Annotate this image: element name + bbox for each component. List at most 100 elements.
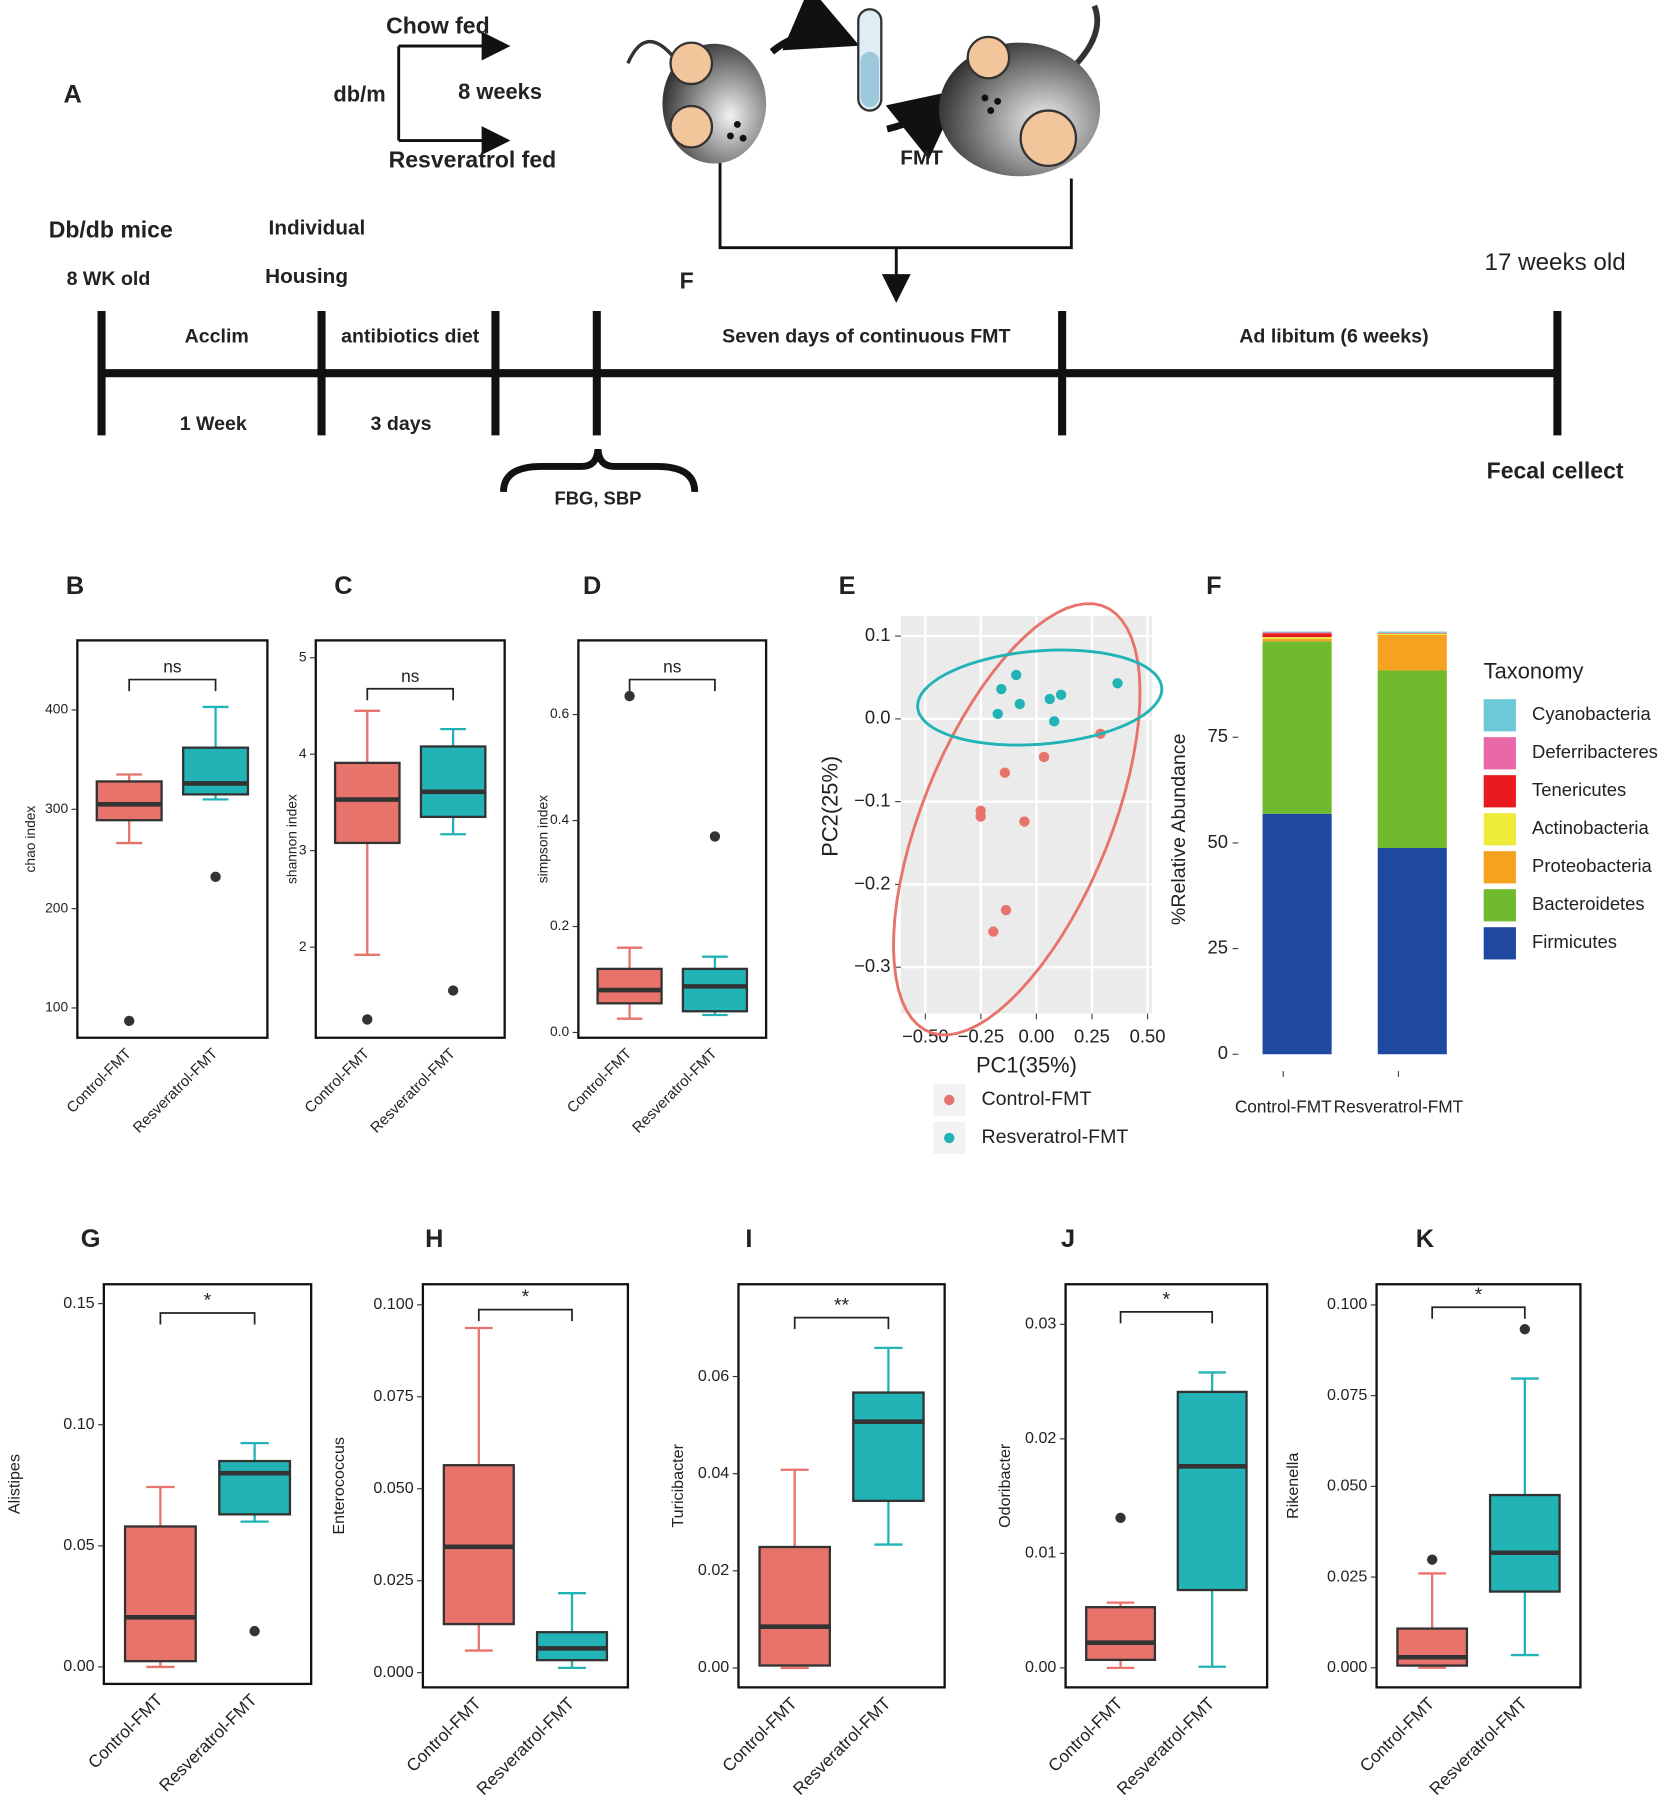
diagram-label: db/m xyxy=(333,81,385,106)
legend-label: Resveratrol-FMT xyxy=(982,1126,1129,1148)
x-tick-label: Resveratrol-FMT xyxy=(367,1045,458,1136)
panel-frame xyxy=(76,639,269,1039)
panel-background xyxy=(900,616,1152,1014)
y-axis-title: shannon index xyxy=(283,794,299,884)
y-tick-label: 400 xyxy=(45,701,68,717)
y-axis-title: %Relative Abundance xyxy=(1168,733,1190,925)
panel-label: G xyxy=(81,1225,101,1253)
point xyxy=(975,811,986,822)
x-tick-label: Control-FMT xyxy=(63,1045,134,1116)
point xyxy=(1044,693,1055,705)
y-axis-title: simpson index xyxy=(534,795,550,883)
x-tick-label: Resveratrol-FMT xyxy=(629,1045,720,1136)
outlier xyxy=(1426,1554,1438,1565)
bar-segment xyxy=(1377,670,1447,848)
diagram xyxy=(97,0,1562,493)
diagram-label: 17 weeks old xyxy=(1485,249,1626,276)
panel-label: A xyxy=(64,80,82,108)
outlier xyxy=(1115,1512,1126,1524)
diagram-label: Housing xyxy=(265,265,348,288)
significance-bracket xyxy=(128,678,217,692)
timeline-ticks xyxy=(97,310,1562,436)
point xyxy=(1055,689,1067,701)
legend-label: Tenericutes xyxy=(1532,779,1626,800)
outlier xyxy=(249,1625,260,1637)
y-tick-label: −0.1 xyxy=(854,790,890,811)
legend-label: Bacteroidetes xyxy=(1532,893,1645,914)
x-tick-label: Control-FMT xyxy=(718,1693,801,1776)
point xyxy=(1011,669,1022,681)
bar-segment xyxy=(1262,637,1332,639)
x-tick-label: Control-FMT xyxy=(84,1689,167,1772)
bar-segment xyxy=(1262,638,1332,642)
box xyxy=(182,746,250,796)
box xyxy=(1176,1390,1248,1592)
diagram-label: Ad libitum (6 weeks) xyxy=(1239,326,1428,348)
x-tick-label: Control-FMT xyxy=(1044,1693,1127,1776)
significance-bracket xyxy=(366,687,455,701)
y-axis-title: Turicibacter xyxy=(669,1443,687,1527)
box xyxy=(1085,1606,1157,1662)
significance-label: * xyxy=(1163,1289,1171,1311)
x-tick-label: 0.50 xyxy=(1130,1026,1166,1047)
y-tick-label: 200 xyxy=(45,899,68,915)
significance-label: * xyxy=(204,1290,212,1312)
outlier xyxy=(362,1014,373,1025)
box xyxy=(419,745,487,819)
panel-frame xyxy=(1064,1283,1269,1689)
panel-label: E xyxy=(839,572,856,600)
box xyxy=(758,1545,832,1667)
outlier xyxy=(1519,1324,1531,1335)
point xyxy=(988,926,999,937)
mouse-left xyxy=(626,39,767,164)
diagram-label: Db/db mice xyxy=(49,217,173,243)
y-tick-label: 0.050 xyxy=(373,1479,413,1497)
y-tick-label: 0.02 xyxy=(1025,1429,1056,1447)
y-tick-label: 0.0 xyxy=(865,707,891,728)
significance-label: ns xyxy=(401,666,420,686)
point xyxy=(1014,698,1025,710)
point xyxy=(1112,678,1123,689)
confidence-ellipse xyxy=(916,648,1164,747)
y-axis-title: chao index xyxy=(22,806,38,873)
diagram-label: Seven days of continuous FMT xyxy=(722,326,1010,348)
y-tick-label: 0.02 xyxy=(698,1561,729,1579)
box xyxy=(596,967,663,1005)
y-tick-label: 0.00 xyxy=(63,1657,94,1675)
point xyxy=(1049,716,1060,727)
diagram-label: 8 weeks xyxy=(458,79,542,104)
y-tick-label: 0.6 xyxy=(550,705,570,721)
x-tick-label: Resveratrol-FMT xyxy=(789,1693,895,1799)
bar-segment xyxy=(1377,631,1447,633)
confidence-ellipse xyxy=(892,602,1142,1037)
panel-frame xyxy=(737,1283,946,1689)
y-tick-label: 0.15 xyxy=(63,1294,94,1312)
legend-swatch xyxy=(1483,889,1516,922)
box xyxy=(1396,1627,1469,1667)
x-tick-label: Resveratrol-FMT xyxy=(130,1045,221,1136)
bar-segment xyxy=(1262,632,1332,634)
point xyxy=(1019,816,1030,827)
significance-label: ** xyxy=(834,1294,850,1316)
panel-label: C xyxy=(334,572,352,600)
bar-segment xyxy=(1262,631,1332,633)
mouse-right xyxy=(938,4,1101,177)
outlier xyxy=(447,985,459,996)
x-tick-label: Resveratrol-FMT xyxy=(1425,1693,1531,1799)
x-tick-label: Resveratrol-FMT xyxy=(155,1689,261,1795)
y-tick-label: −0.2 xyxy=(854,872,890,893)
y-axis-title: Alistipes xyxy=(5,1454,23,1514)
outlier xyxy=(124,1015,135,1027)
y-tick-label: 0.000 xyxy=(373,1663,413,1681)
y-tick-label: 0.0 xyxy=(550,1023,570,1039)
y-tick-label: −0.3 xyxy=(854,955,890,976)
point xyxy=(992,708,1003,720)
y-tick-label: 0.050 xyxy=(1327,1477,1367,1495)
x-tick-label: 0.00 xyxy=(1019,1026,1055,1047)
x-tick-label: 0.25 xyxy=(1074,1026,1110,1047)
y-tick-label: 0.2 xyxy=(550,917,569,933)
legend-label: Firmicutes xyxy=(1532,931,1617,952)
y-tick-label: 25 xyxy=(1208,936,1228,957)
y-axis-title: Odoribacter xyxy=(996,1443,1014,1528)
box xyxy=(333,761,401,845)
